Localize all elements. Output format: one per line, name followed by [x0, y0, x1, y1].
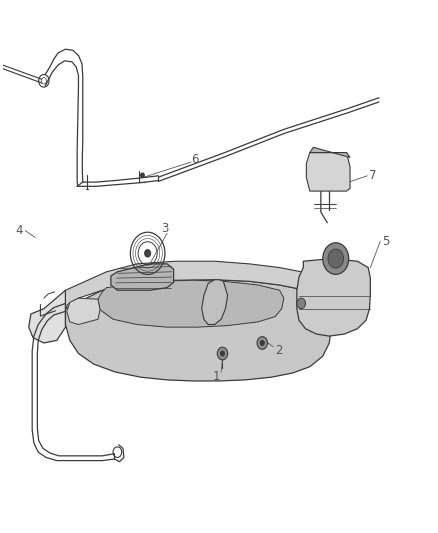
- Text: 2: 2: [275, 344, 283, 358]
- Polygon shape: [98, 280, 284, 327]
- Circle shape: [141, 173, 144, 177]
- Text: 1: 1: [213, 370, 221, 383]
- Circle shape: [328, 249, 343, 268]
- Text: 6: 6: [191, 154, 199, 166]
- Polygon shape: [67, 298, 100, 325]
- Circle shape: [217, 347, 228, 360]
- Polygon shape: [66, 261, 332, 309]
- Polygon shape: [29, 290, 66, 343]
- Text: 3: 3: [161, 222, 169, 235]
- Polygon shape: [111, 264, 173, 290]
- Text: 7: 7: [369, 169, 376, 182]
- Polygon shape: [306, 152, 350, 191]
- Text: 4: 4: [15, 224, 23, 237]
- Circle shape: [297, 298, 305, 309]
- Polygon shape: [297, 259, 371, 336]
- Circle shape: [145, 249, 151, 257]
- Polygon shape: [202, 280, 228, 325]
- Polygon shape: [310, 147, 350, 157]
- Circle shape: [260, 341, 265, 345]
- Text: 5: 5: [382, 235, 389, 248]
- Circle shape: [220, 351, 225, 356]
- Circle shape: [257, 337, 268, 349]
- Circle shape: [323, 243, 349, 274]
- Polygon shape: [66, 280, 332, 381]
